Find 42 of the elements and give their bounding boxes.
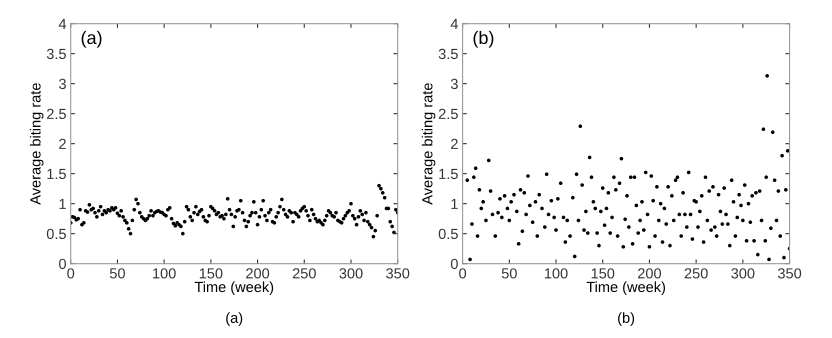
y-tick-label: 4 (58, 18, 66, 29)
x-tick-label: 200 (638, 268, 662, 279)
y-tick-label: 2.5 (47, 108, 66, 120)
y-tick-label: 1 (451, 198, 458, 209)
x-tick-label: 150 (200, 268, 222, 279)
x-tick-label: 0 (459, 268, 466, 279)
y-tick-label: 3.5 (438, 48, 458, 60)
y-tick-label: 1.5 (47, 168, 66, 180)
x-tick-label: 200 (246, 268, 270, 279)
x-tick-label: 350 (778, 268, 802, 279)
text: (a) (226, 312, 242, 326)
x-tick-label: 50 (502, 268, 517, 279)
y-tick-label: 1.5 (439, 168, 458, 180)
x-axis-title: Time (week) (586, 281, 666, 295)
x-axis-title: Time (week) (194, 281, 274, 295)
x-tick-label: 250 (292, 268, 316, 279)
y-tick-label: 3.5 (46, 48, 66, 60)
y-axis-title: Average biting rate (30, 83, 44, 205)
y-tick-label: 2 (59, 138, 66, 149)
y-tick-label: 3 (59, 78, 66, 90)
text: (b) (618, 312, 634, 326)
y-tick-label: 4 (450, 18, 458, 29)
y-axis-title: Average biting rate (422, 83, 436, 205)
y-tick-label: 0.5 (438, 228, 458, 240)
annotation: (b) (474, 30, 494, 48)
y-tick-label: 0.5 (46, 228, 66, 240)
y-tick-label: 2 (451, 138, 458, 149)
x-tick-label: 300 (339, 268, 363, 279)
y-tick-label: 0 (450, 258, 458, 270)
y-tick-label: 1 (60, 198, 66, 209)
x-tick-label: 100 (153, 268, 176, 279)
x-tick-label: 350 (386, 268, 410, 279)
y-tick-label: 0 (59, 258, 66, 270)
x-tick-label: 150 (592, 268, 614, 279)
x-tick-label: 250 (684, 268, 708, 279)
x-tick-label: 100 (544, 268, 568, 279)
annotation: (a) (82, 30, 102, 48)
x-tick-label: 50 (110, 268, 125, 279)
x-tick-label: 300 (731, 268, 754, 279)
x-tick-label: 0 (67, 268, 74, 279)
y-tick-label: 2.5 (438, 108, 458, 120)
y-tick-label: 3 (450, 78, 458, 90)
